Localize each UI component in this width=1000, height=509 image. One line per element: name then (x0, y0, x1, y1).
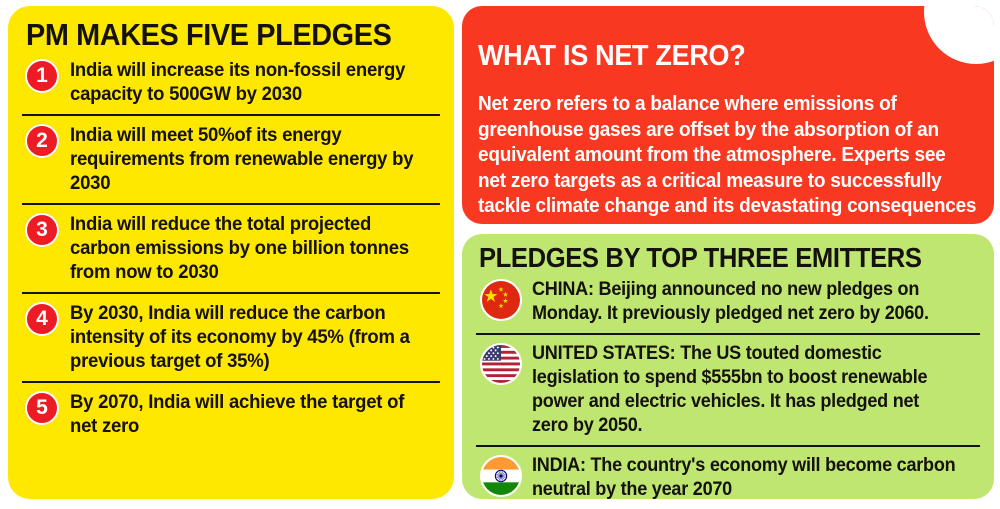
list-item: 4 By 2030, India will reduce the carbon … (22, 292, 440, 381)
united-states-flag-icon (480, 343, 522, 385)
pledge-number-badge: 1 (25, 59, 59, 93)
emitter-text: CHINA: Beijing announced no new pledges … (532, 279, 929, 324)
emitters-panel: PLEDGES BY TOP THREE EMITTERS (462, 234, 994, 500)
right-column: WHAT IS NET ZERO? Net zero refers to a b… (462, 6, 994, 500)
pledge-number-badge: 5 (25, 391, 59, 425)
pledges-list: 1 India will increase its non-fossil ene… (22, 56, 440, 446)
pledges-panel: PM MAKES FIVE PLEDGES 1 India will incre… (8, 6, 454, 499)
india-flag-icon (480, 455, 522, 497)
pledge-text: By 2070, India will achieve the target o… (70, 391, 405, 437)
list-item: 1 India will increase its non-fossil ene… (22, 56, 440, 114)
list-item: UNITED STATES: The US touted domestic le… (476, 333, 980, 445)
pledge-number-badge: 2 (25, 124, 59, 158)
pledge-text: By 2030, India will reduce the carbon in… (70, 302, 410, 372)
net-zero-body: Net zero refers to a balance where emiss… (478, 93, 977, 218)
list-item: 3 India will reduce the total projected … (22, 203, 440, 292)
list-item: INDIA: The country's economy will become… (476, 445, 980, 509)
net-zero-title: WHAT IS NET ZERO? (478, 40, 746, 73)
list-item: 5 By 2070, India will achieve the target… (22, 381, 440, 446)
emitters-panel-title: PLEDGES BY TOP THREE EMITTERS (479, 242, 922, 273)
emitter-text: INDIA: The country's economy will become… (532, 455, 956, 500)
net-zero-panel: WHAT IS NET ZERO? Net zero refers to a b… (462, 6, 994, 224)
list-item: CHINA: Beijing announced no new pledges … (476, 275, 980, 333)
pledge-text: India will meet 50%of its energy require… (70, 124, 414, 194)
china-flag-icon (480, 279, 522, 321)
pledge-number-badge: 4 (25, 302, 59, 336)
list-item: 2 India will meet 50%of its energy requi… (22, 114, 440, 203)
pledge-number-badge: 3 (25, 213, 59, 247)
pledges-panel-title: PM MAKES FIVE PLEDGES (26, 17, 392, 52)
pledge-text: India will reduce the total projected ca… (70, 213, 409, 283)
emitter-text: UNITED STATES: The US touted domestic le… (532, 343, 928, 436)
pledge-text: India will increase its non-fossil energ… (70, 59, 406, 105)
